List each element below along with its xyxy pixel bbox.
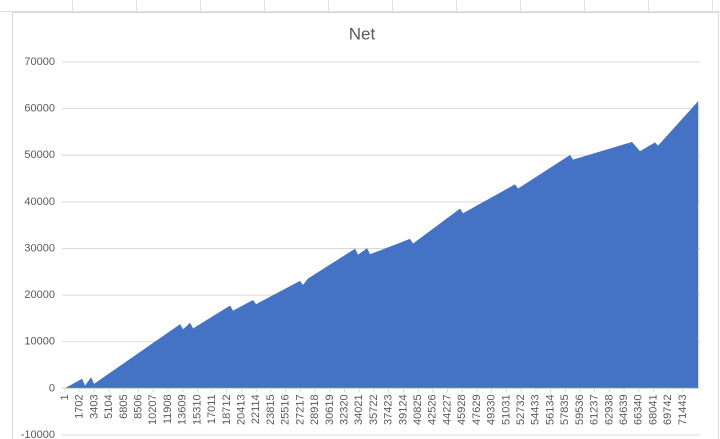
x-tick-label: 35722: [368, 394, 380, 425]
x-tick-label: 17011: [206, 394, 218, 424]
x-tick-label: 42526: [427, 394, 439, 425]
x-tick-label: 30619: [324, 394, 336, 425]
x-tick-label: 57835: [559, 394, 571, 425]
x-tick-label: 51031: [500, 394, 512, 425]
y-tick-label: 60000: [24, 103, 55, 115]
x-tick-label: 6805: [118, 394, 130, 418]
x-tick-label: 32320: [338, 394, 350, 425]
x-tick-label: 44227: [441, 394, 453, 425]
x-tick-label: 66340: [633, 394, 645, 425]
x-tick-label: 54433: [530, 394, 542, 425]
x-tick-label: 39124: [397, 394, 409, 425]
x-tick-label: 3403: [88, 394, 100, 418]
x-tick-label: 34021: [353, 394, 365, 425]
y-tick-label: 30000: [24, 242, 55, 254]
x-tick-label: 1: [59, 394, 71, 400]
y-tick-label: 40000: [24, 196, 55, 208]
x-tick-label: 15310: [191, 394, 203, 425]
x-tick-label: 62938: [603, 394, 615, 425]
x-tick-label: 22114: [250, 394, 262, 424]
y-tick-label: 0: [49, 382, 55, 394]
x-tick-label: 61237: [589, 394, 601, 425]
x-tick-label: 5104: [103, 394, 115, 418]
x-tick-label: 56134: [544, 394, 556, 425]
x-tick-label: 20413: [235, 394, 247, 425]
x-tick-label: 11908: [162, 394, 174, 424]
x-tick-label: 37423: [383, 394, 395, 425]
x-tick-label: 40825: [412, 394, 424, 425]
x-tick-label: 68041: [647, 394, 659, 425]
area: [64, 100, 699, 389]
x-tick-label: 10207: [147, 394, 159, 425]
x-tick-label: 49330: [486, 394, 498, 425]
x-tick-label: 52732: [515, 394, 527, 425]
x-tick-label: 1702: [74, 394, 86, 418]
x-tick-label: 27217: [294, 394, 306, 425]
x-tick-label: 8506: [132, 394, 144, 418]
x-tick-label: 18712: [221, 394, 233, 425]
x-tick-label: 25516: [280, 394, 292, 425]
x-tick-label: 13609: [177, 394, 189, 425]
chart-title: Net: [349, 24, 376, 43]
y-tick-label: 10000: [24, 336, 55, 348]
x-tick-label: 69742: [662, 394, 674, 425]
sheet-grid: [0, 0, 720, 12]
x-tick-label: 23815: [265, 394, 277, 425]
x-tick-label: 45928: [456, 394, 468, 425]
x-tick-label: 28918: [309, 394, 321, 425]
x-tick-label: 64639: [618, 394, 630, 425]
x-tick-label: 71443: [677, 394, 689, 425]
y-tick-label: 50000: [24, 149, 55, 161]
y-tick-label: 70000: [24, 56, 55, 68]
x-tick-label: 59536: [574, 394, 586, 425]
y-tick-label: 20000: [24, 289, 55, 301]
y-tick-label: -10000: [21, 429, 55, 439]
x-tick-label: 47629: [471, 394, 483, 425]
